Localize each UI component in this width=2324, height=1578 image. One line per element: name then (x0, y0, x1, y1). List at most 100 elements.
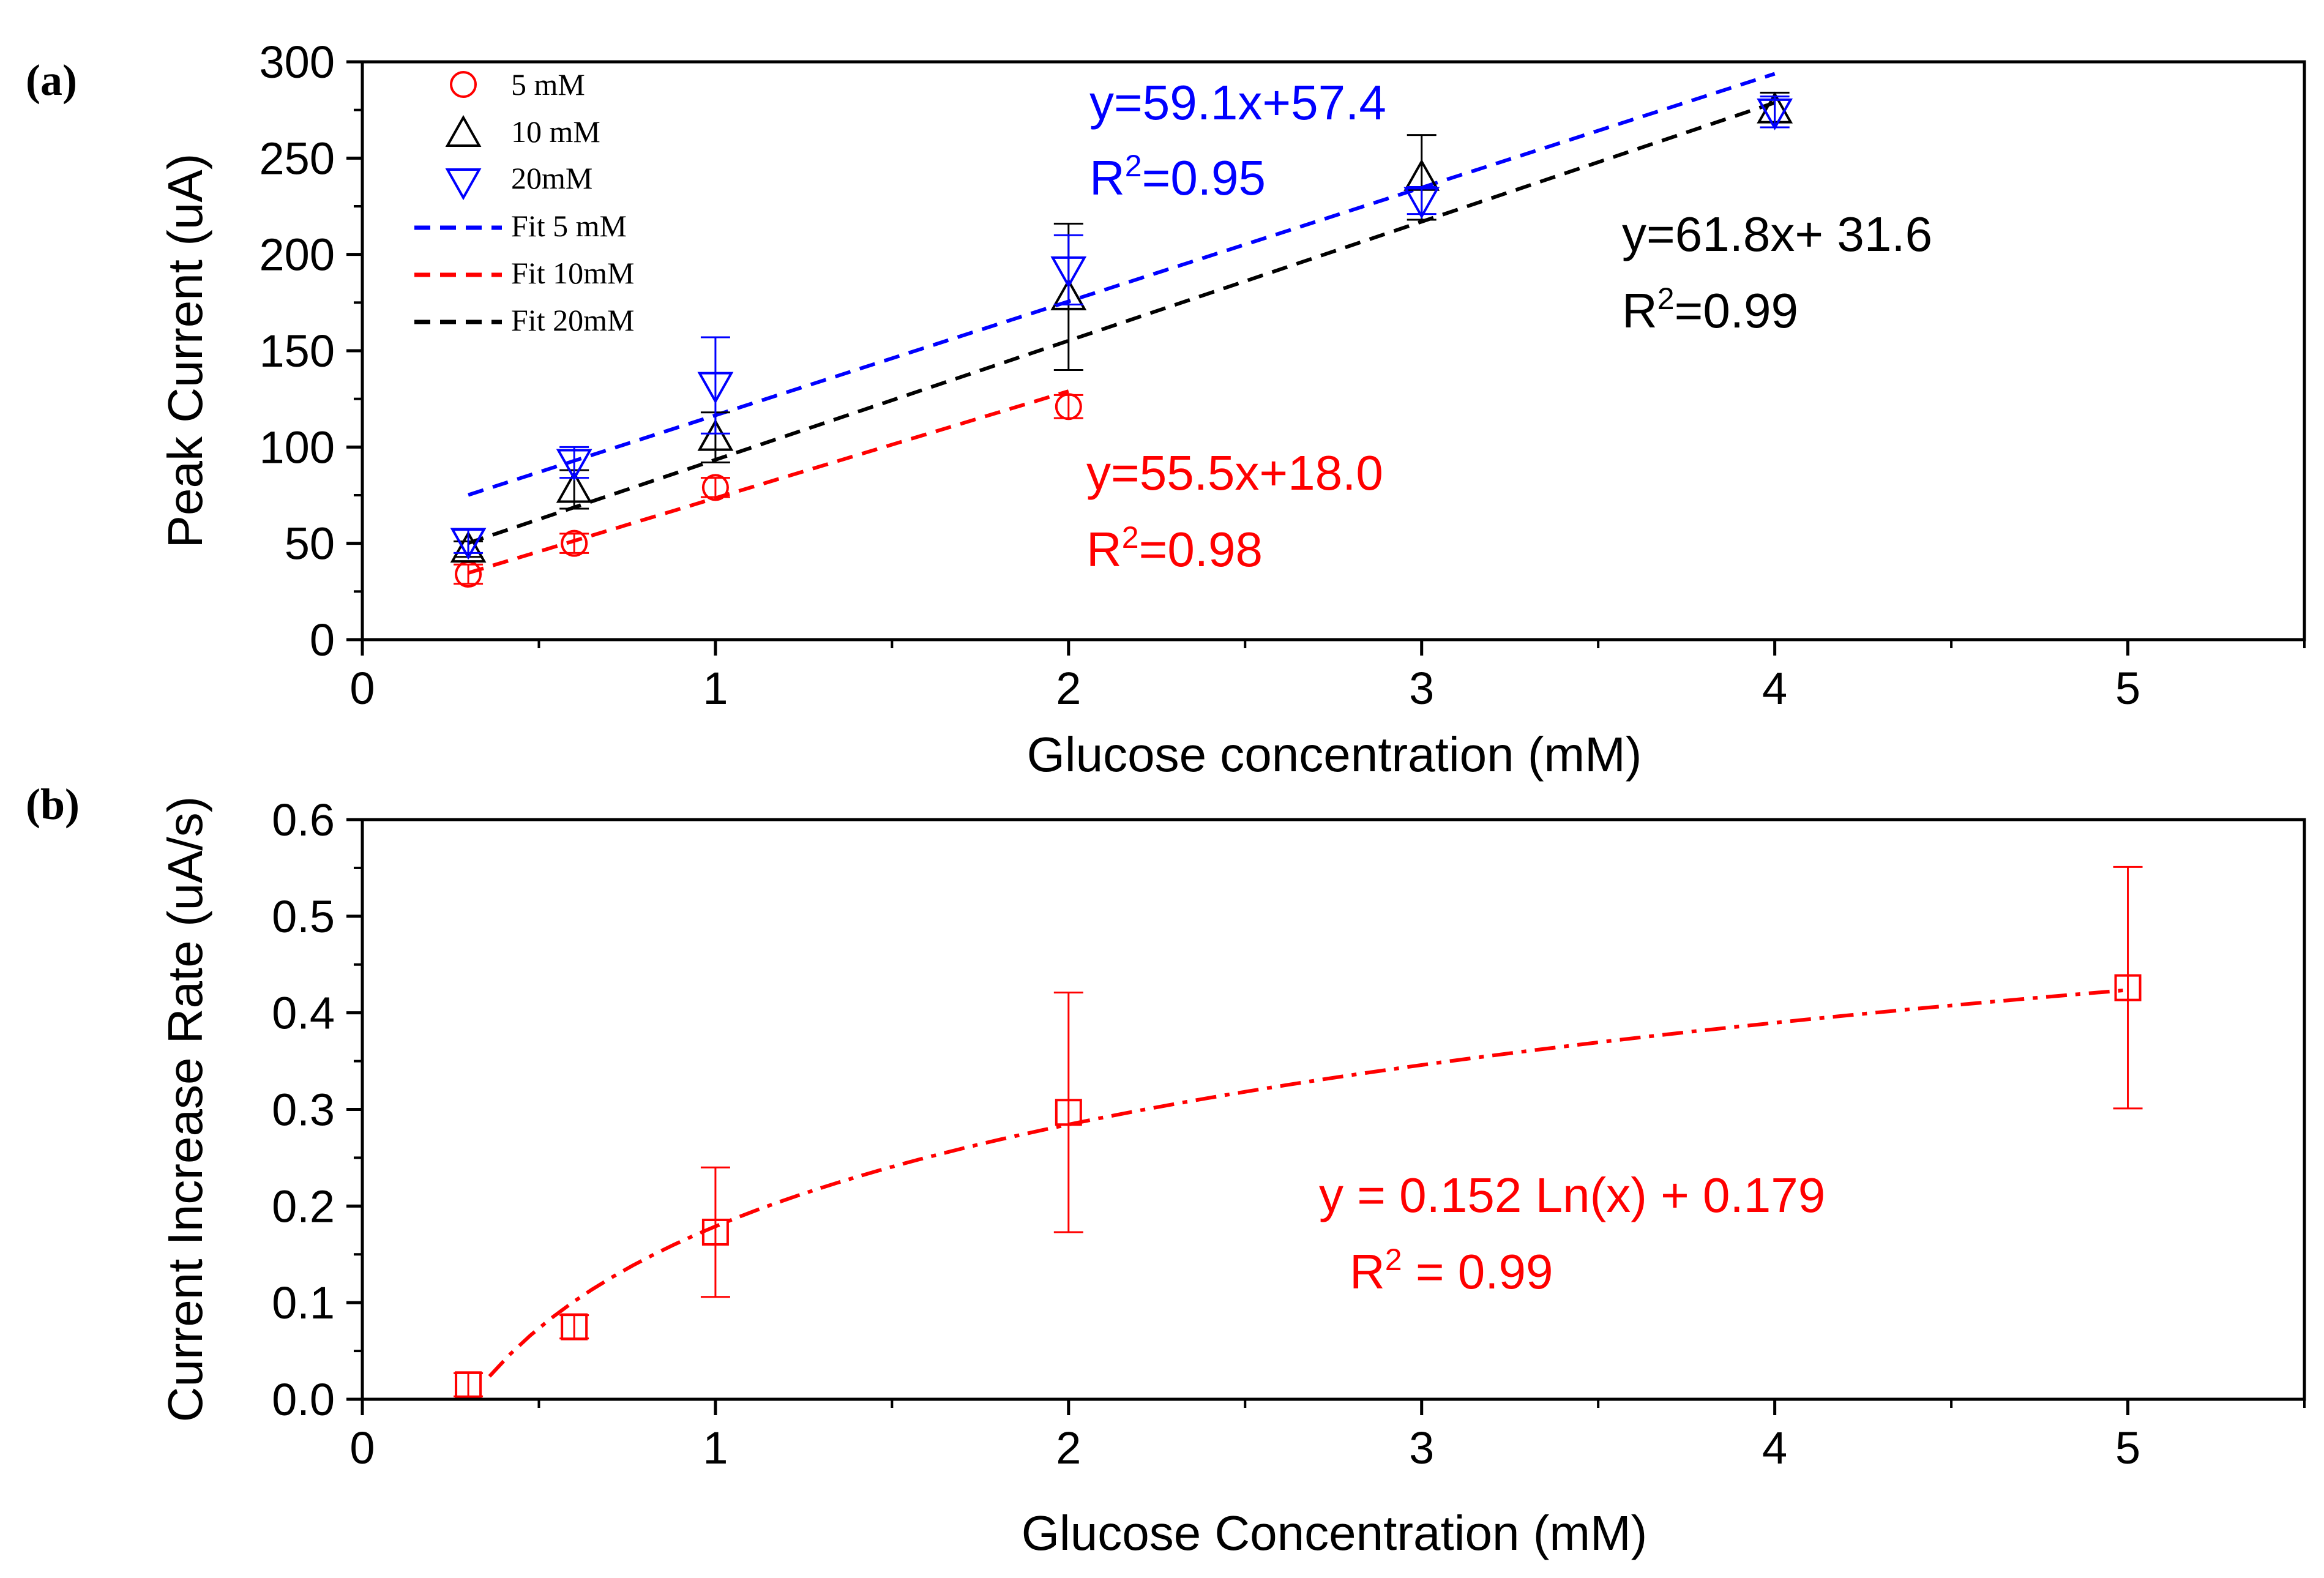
annotation-fit-red: y=55.5x+18.0 R2=0.98 (1086, 446, 1383, 577)
marker-circle (561, 529, 588, 557)
marker-square (561, 1313, 588, 1341)
legend-label-fit-10mM: Fit 10mM (511, 256, 634, 290)
legend-marker-triangle-up (445, 114, 482, 147)
legend-item-5mM: 5 mM (450, 67, 585, 102)
marker-circle (701, 474, 729, 501)
panel-a-legend: 5 mM 10 mM 20mM Fit 5 mM Fit 10mM Fit 20… (414, 67, 634, 337)
data-point (1050, 234, 1087, 305)
panel-b-y-axis-label: Current Increase Rate (uA/s) (158, 796, 212, 1423)
panel-a-data-points (450, 91, 1793, 588)
panel-b-y-tick-label: 0.3 (272, 1085, 335, 1135)
panel-a-fit-lines (468, 72, 1776, 575)
fit-line (468, 72, 1776, 497)
legend-label-fit-20mM: Fit 20mM (511, 303, 634, 337)
r-squared-blue: R2=0.95 (1089, 149, 1266, 205)
legend-item-fit-10mM: Fit 10mM (414, 256, 634, 290)
panel-b-label: (b) (26, 780, 80, 829)
legend-item-fit-20mM: Fit 20mM (414, 303, 634, 337)
panel-a-y-tick-label: 300 (260, 37, 335, 88)
panel-a-label: (a) (26, 56, 77, 105)
panel-a-x-tick-label: 0 (349, 663, 375, 714)
r-squared-log-fit: R2 = 0.99 (1350, 1243, 1553, 1299)
data-point (2113, 866, 2143, 1110)
data-point (450, 528, 487, 560)
panel-a-y-tick-label: 100 (260, 422, 335, 473)
data-point (1757, 95, 1793, 130)
marker-square (701, 1218, 729, 1246)
data-point (556, 446, 592, 481)
panel-b-y-tick-label: 0.5 (272, 891, 335, 942)
legend-marker-triangle-down (445, 168, 482, 201)
panel-b-x-tick-label: 4 (1762, 1423, 1787, 1473)
panel-a-y-tick-label: 150 (260, 326, 335, 376)
panel-a-y-axis-label: Peak Current (uA) (158, 154, 212, 548)
panel-b-x-tick-label: 5 (2115, 1423, 2140, 1473)
legend-item-10mM: 10 mM (445, 114, 600, 149)
legend-marker-circle (450, 71, 477, 98)
data-point (697, 336, 734, 435)
panel-a-x-tick-label: 2 (1056, 663, 1081, 714)
panel-b-y-tick-label: 0.4 (272, 988, 335, 1039)
panel-a-x-axis-label: Glucose concentration (mM) (1027, 727, 1642, 782)
data-point (559, 1313, 589, 1341)
equation-blue: y=59.1x+57.4 (1089, 75, 1386, 130)
marker-triangle-up (450, 531, 487, 563)
data-point (1053, 393, 1083, 421)
legend-label-20mM: 20mM (511, 161, 592, 195)
data-point (559, 529, 589, 557)
legend-label-10mM: 10 mM (511, 114, 600, 149)
data-point (1053, 992, 1083, 1233)
data-point (454, 1371, 484, 1399)
panel-a-x-tick-label: 4 (1762, 663, 1787, 714)
panel-b: (b) 0 1 2 3 4 5 0.0 0.1 0.2 0.3 0.4 0.5 0.6 Glucose … (26, 780, 2306, 1560)
data-point (700, 474, 730, 501)
equation-log-fit: y = 0.152 Ln(x) + 0.179 (1319, 1168, 1825, 1222)
annotation-fit-blue: y=59.1x+57.4 R2=0.95 (1089, 75, 1386, 205)
fit-line (468, 389, 1069, 575)
panel-b-frame (361, 818, 2306, 1401)
data-point (1403, 186, 1440, 219)
marker-triangle-down (1403, 187, 1440, 219)
legend-item-20mM: 20mM (445, 161, 592, 201)
marker-square (1055, 1099, 1082, 1126)
panel-a-y-tick-label: 250 (260, 133, 335, 184)
panel-a-frame (361, 60, 2306, 641)
marker-circle (1055, 393, 1082, 421)
panel-b-x-tick-label: 3 (1409, 1423, 1434, 1473)
panel-b-data-points (454, 866, 2143, 1399)
panel-b-y-tick-label: 0.0 (272, 1374, 335, 1425)
panel-b-x-tick-label: 2 (1056, 1423, 1081, 1473)
marker-triangle-down (450, 528, 487, 560)
panel-b-y-tick-label: 0.2 (272, 1181, 335, 1232)
panel-a-y-tick-label: 0 (310, 615, 335, 665)
marker-triangle-down (1757, 98, 1793, 130)
marker-triangle-up (697, 419, 734, 451)
marker-triangle-down (556, 449, 592, 481)
marker-triangle-down (1050, 256, 1087, 288)
marker-triangle-up (556, 471, 592, 503)
panel-b-x-axis-label: Glucose Concentration (mM) (1022, 1506, 1648, 1560)
panel-a-x-tick-label: 5 (2115, 663, 2140, 714)
legend-label-5mM: 5 mM (511, 67, 585, 102)
data-point (700, 1166, 730, 1298)
panel-b-y-tick-label: 0.1 (272, 1277, 335, 1328)
panel-b-x-tick-label: 1 (703, 1423, 728, 1473)
legend-label-fit-5mM: Fit 5 mM (511, 209, 627, 243)
panel-b-y-tick-label: 0.6 (272, 795, 335, 845)
r-squared-red: R2=0.98 (1086, 520, 1263, 577)
panel-b-ticks: 0 1 2 3 4 5 0.0 0.1 0.2 0.3 0.4 0.5 0.6 (272, 795, 2306, 1473)
equation-black: y=61.8x+ 31.6 (1622, 207, 1932, 261)
marker-square (455, 1371, 482, 1399)
marker-square (2114, 974, 2142, 1001)
legend-item-fit-5mM: Fit 5 mM (414, 209, 627, 243)
r-squared-black: R2=0.99 (1622, 282, 1798, 338)
equation-red: y=55.5x+18.0 (1086, 446, 1383, 500)
panel-a-y-tick-label: 200 (260, 230, 335, 280)
annotation-log-fit: y = 0.152 Ln(x) + 0.179 R2 = 0.99 (1319, 1168, 1825, 1299)
panel-a-y-tick-label: 50 (285, 518, 335, 569)
panel-b-x-tick-label: 0 (349, 1423, 375, 1473)
